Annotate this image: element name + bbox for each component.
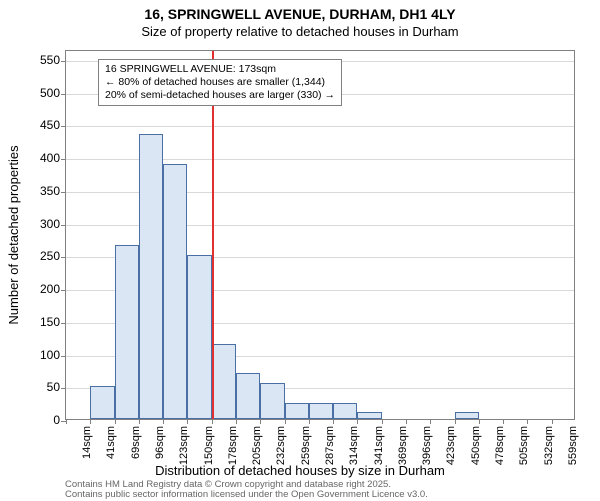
xtick-label: 259sqm [300,426,312,465]
histogram-bar [455,412,479,419]
xtick-label: 232sqm [275,426,287,465]
ytick-label: 550 [5,53,60,67]
xtick-label: 532sqm [543,426,555,465]
xtick-mark [260,419,261,424]
xtick-mark [527,419,528,424]
histogram-bar [236,373,260,419]
ytick-mark [61,356,66,357]
footnote-line-1: Contains HM Land Registry data © Crown c… [65,479,391,490]
plot-area: 16 SPRINGWELL AVENUE: 173sqm← 80% of det… [65,50,575,420]
ytick-mark [61,323,66,324]
histogram-bar [357,412,381,419]
xtick-mark [285,419,286,424]
chart-title-main: 16, SPRINGWELL AVENUE, DURHAM, DH1 4LY [0,6,600,22]
ytick-label: 200 [5,282,60,296]
histogram-bar [309,403,333,419]
xtick-label: 478sqm [494,426,506,465]
xtick-mark [115,419,116,424]
xtick-mark [333,419,334,424]
xtick-label: 41sqm [105,426,117,459]
ytick-label: 450 [5,118,60,132]
ytick-label: 150 [5,315,60,329]
xtick-label: 205sqm [251,426,263,465]
ytick-mark [61,225,66,226]
xtick-label: 450sqm [470,426,482,465]
ytick-mark [61,388,66,389]
xtick-mark [139,419,140,424]
histogram-bar [285,403,309,419]
histogram-bar [333,403,357,419]
ytick-label: 350 [5,184,60,198]
xtick-mark [309,419,310,424]
annotation-box: 16 SPRINGWELL AVENUE: 173sqm← 80% of det… [98,59,342,106]
xtick-label: 178sqm [227,426,239,465]
xtick-label: 396sqm [421,426,433,465]
histogram-bar [90,386,114,419]
ytick-mark [61,257,66,258]
histogram-bar [163,164,187,419]
ytick-mark [61,192,66,193]
chart-title-sub: Size of property relative to detached ho… [0,24,600,39]
xtick-label: 369sqm [397,426,409,465]
histogram-bar [187,255,211,419]
xtick-mark [236,419,237,424]
xtick-label: 423sqm [445,426,457,465]
xtick-label: 150sqm [203,426,215,465]
ytick-mark [61,290,66,291]
xtick-mark [357,419,358,424]
xtick-label: 96sqm [154,426,166,459]
xtick-mark [430,419,431,424]
ytick-mark [61,159,66,160]
histogram-bar [139,134,163,419]
chart-container: 16, SPRINGWELL AVENUE, DURHAM, DH1 4LY S… [0,0,600,500]
xtick-label: 123sqm [178,426,190,465]
footnote-line-2: Contains public sector information licen… [65,489,428,500]
xtick-mark [406,419,407,424]
y-axis-label: Number of detached properties [6,145,21,324]
footnote: Contains HM Land Registry data © Crown c… [65,480,428,501]
xtick-label: 287sqm [324,426,336,465]
ytick-mark [61,61,66,62]
x-axis-label: Distribution of detached houses by size … [0,463,600,478]
xtick-mark [552,419,553,424]
xtick-mark [187,419,188,424]
ytick-label: 250 [5,249,60,263]
xtick-mark [382,419,383,424]
ytick-label: 50 [5,380,60,394]
xtick-mark [163,419,164,424]
ytick-mark [61,94,66,95]
xtick-mark [66,419,67,424]
histogram-bar [212,344,236,419]
xtick-label: 314sqm [348,426,360,465]
xtick-label: 69sqm [130,426,142,459]
xtick-mark [479,419,480,424]
xtick-mark [90,419,91,424]
xtick-label: 14sqm [81,426,93,459]
gridline [66,126,574,127]
xtick-mark [212,419,213,424]
histogram-bar [115,245,139,419]
annotation-line-3: 20% of semi-detached houses are larger (… [105,89,335,102]
ytick-label: 0 [5,413,60,427]
ytick-label: 500 [5,86,60,100]
xtick-label: 559sqm [567,426,579,465]
xtick-label: 341sqm [373,426,385,465]
xtick-mark [503,419,504,424]
ytick-label: 400 [5,151,60,165]
ytick-label: 300 [5,217,60,231]
ytick-mark [61,126,66,127]
xtick-label: 505sqm [518,426,530,465]
ytick-label: 100 [5,348,60,362]
annotation-line-1: 16 SPRINGWELL AVENUE: 173sqm [105,63,335,76]
xtick-mark [455,419,456,424]
annotation-line-2: ← 80% of detached houses are smaller (1,… [105,76,335,89]
histogram-bar [260,383,284,419]
